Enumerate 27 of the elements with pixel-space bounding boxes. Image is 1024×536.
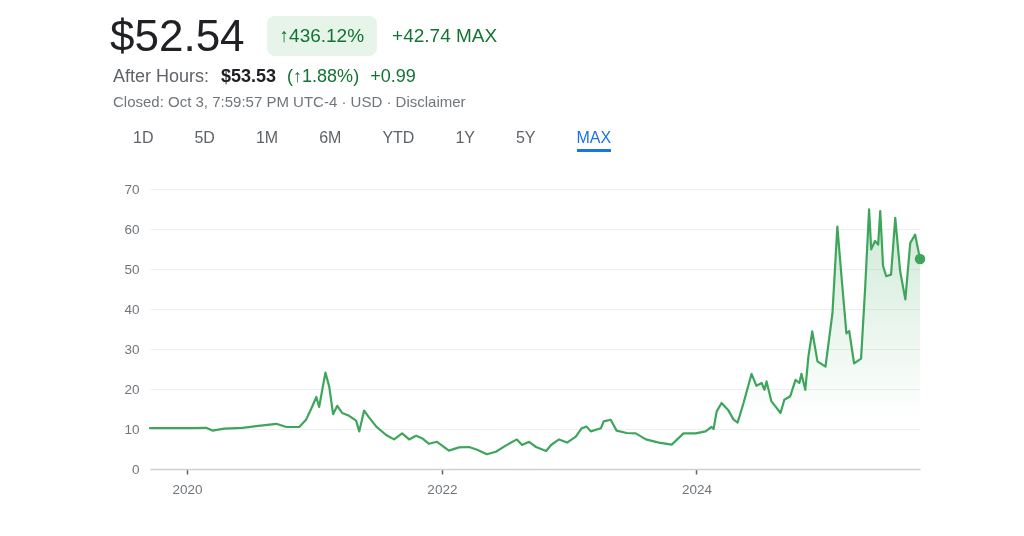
- text: MAX: [576, 129, 612, 152]
- text: 1M: [255, 129, 279, 148]
- text: 5D: [194, 129, 215, 148]
- y-tick-label: 50: [124, 261, 140, 277]
- y-tick-label: 10: [124, 421, 140, 437]
- text: 1Y: [455, 129, 475, 148]
- x-tick-label: 2024: [681, 481, 713, 497]
- y-tick-label: 60: [124, 221, 140, 237]
- text: $53.53: [221, 66, 277, 87]
- y-tick-label: 30: [124, 341, 140, 357]
- text: ↑436.12%: [266, 16, 378, 56]
- text: 5Y: [515, 129, 536, 148]
- y-tick-label: 70: [124, 181, 140, 197]
- x-tick-label: 2020: [172, 481, 203, 497]
- text: After Hours:: [113, 66, 210, 87]
- text: +0.99: [370, 66, 416, 87]
- y-tick-label: 40: [124, 301, 140, 317]
- text: YTD: [382, 129, 415, 148]
- x-tick-label: 2022: [427, 481, 458, 497]
- y-tick-label: 0: [131, 461, 140, 477]
- y-tick-label: 20: [124, 381, 140, 397]
- text: (↑1.88%): [287, 66, 360, 87]
- text: 6M: [319, 129, 342, 148]
- chart-title: $52.54: [110, 10, 245, 62]
- text: +42.74 MAX: [392, 25, 498, 47]
- text: 1D: [133, 129, 154, 148]
- text: Closed: Oct 3, 7:59:57 PM UTC-4 · USD · Disclaimer: [113, 93, 466, 110]
